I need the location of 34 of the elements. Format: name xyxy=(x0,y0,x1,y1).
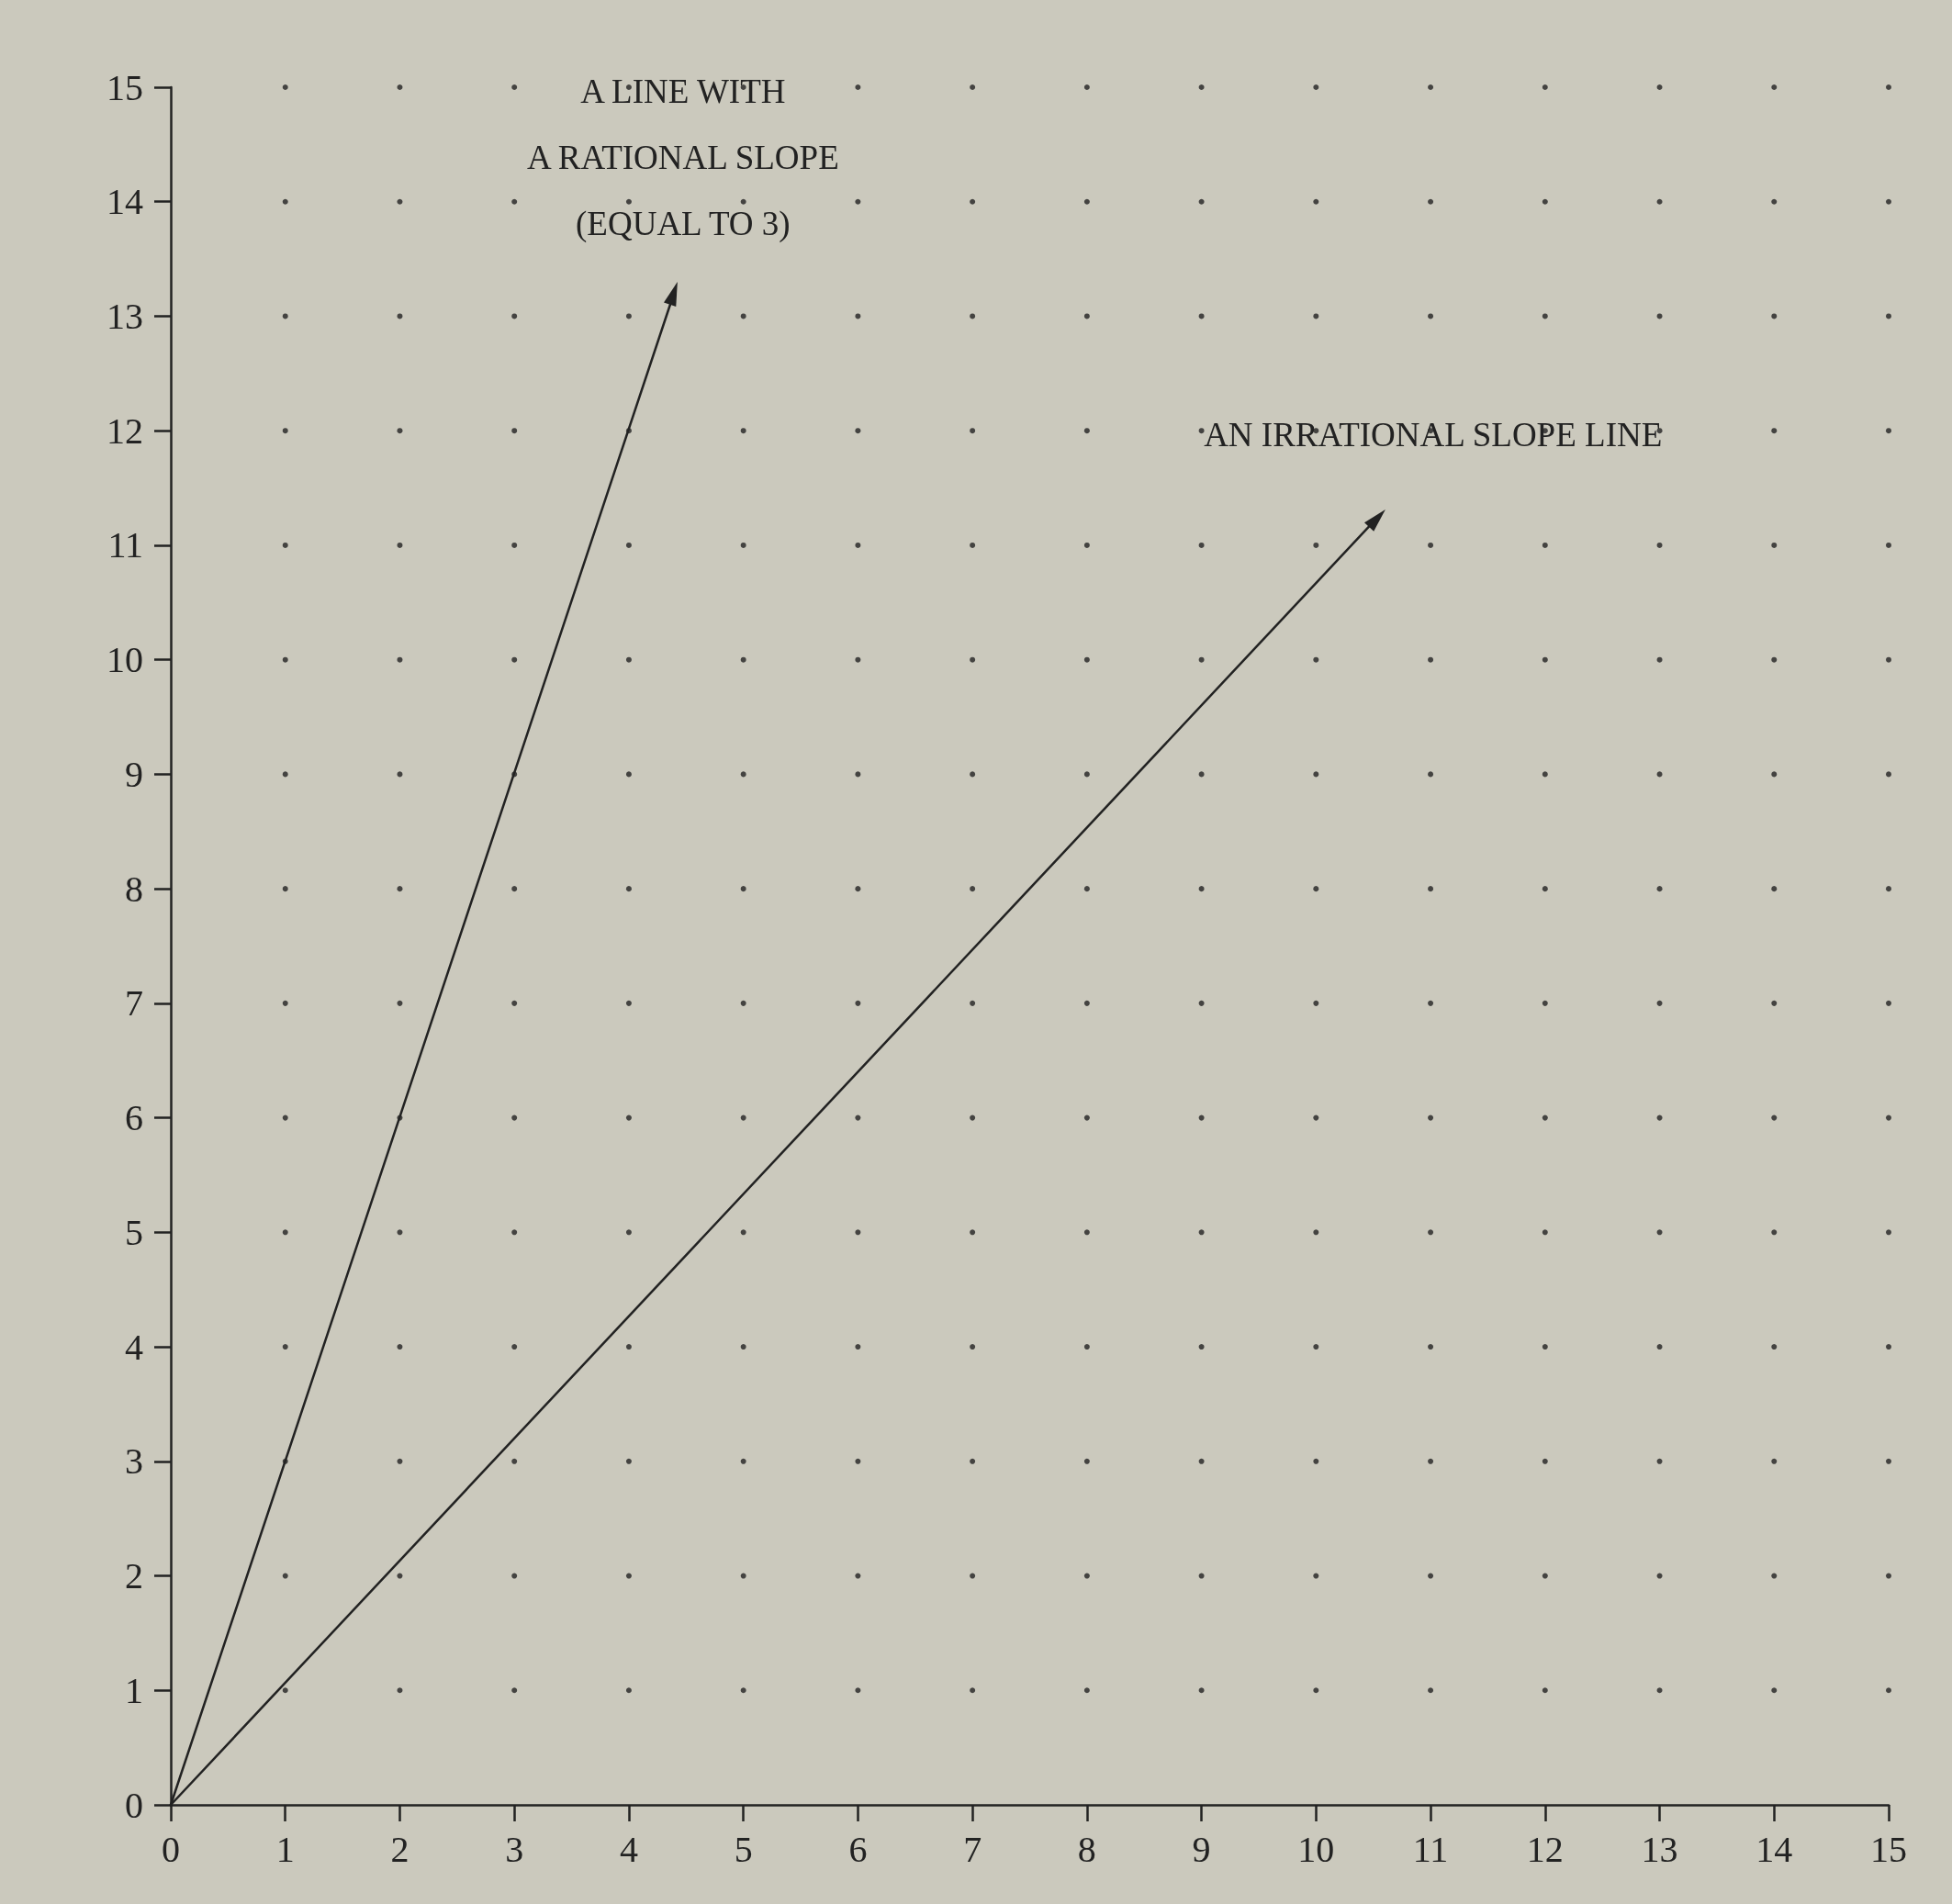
x-tick-label: 13 xyxy=(1641,1828,1678,1870)
x-tick-label: 1 xyxy=(275,1828,295,1870)
y-tick-label: 8 xyxy=(125,868,143,910)
y-tick-label: 4 xyxy=(125,1326,143,1368)
y-tick-label: 15 xyxy=(107,66,143,108)
y-tick-label: 1 xyxy=(125,1669,143,1711)
x-tick-label: 7 xyxy=(963,1828,982,1870)
y-tick-label: 14 xyxy=(107,181,143,223)
x-tick-label: 14 xyxy=(1756,1828,1793,1870)
y-tick-label: 13 xyxy=(107,295,143,337)
x-tick-label: 15 xyxy=(1870,1828,1907,1870)
x-tick-label: 9 xyxy=(1192,1828,1211,1870)
y-tick-label: 12 xyxy=(107,409,143,452)
x-tick-label: 8 xyxy=(1077,1828,1096,1870)
y-tick-label: 9 xyxy=(125,753,143,795)
x-tick-label: 5 xyxy=(734,1828,753,1870)
y-tick-label: 6 xyxy=(125,1097,143,1139)
x-tick-label: 2 xyxy=(390,1828,409,1870)
x-tick-label: 10 xyxy=(1297,1828,1335,1870)
x-tick-label: 3 xyxy=(505,1828,524,1870)
y-tick-label: 7 xyxy=(125,982,143,1025)
y-tick-label: 0 xyxy=(125,1784,143,1826)
annotation: A LINE WITH A RATIONAL SLOPE (EQUAL TO 3) xyxy=(526,73,839,244)
y-tick-label: 2 xyxy=(125,1555,143,1597)
x-tick-label: 4 xyxy=(619,1828,638,1870)
x-tick-label: 11 xyxy=(1412,1828,1449,1870)
x-tick-label: 12 xyxy=(1526,1828,1564,1870)
y-tick-label: 10 xyxy=(107,639,143,681)
y-tick-label: 5 xyxy=(125,1211,143,1253)
x-tick-label: 0 xyxy=(162,1828,180,1870)
annotation: AN IRRATIONAL SLOPE LINE xyxy=(1204,416,1663,454)
y-tick-label: 3 xyxy=(125,1440,143,1483)
y-tick-label: 11 xyxy=(107,524,143,566)
x-tick-label: 6 xyxy=(848,1828,868,1870)
